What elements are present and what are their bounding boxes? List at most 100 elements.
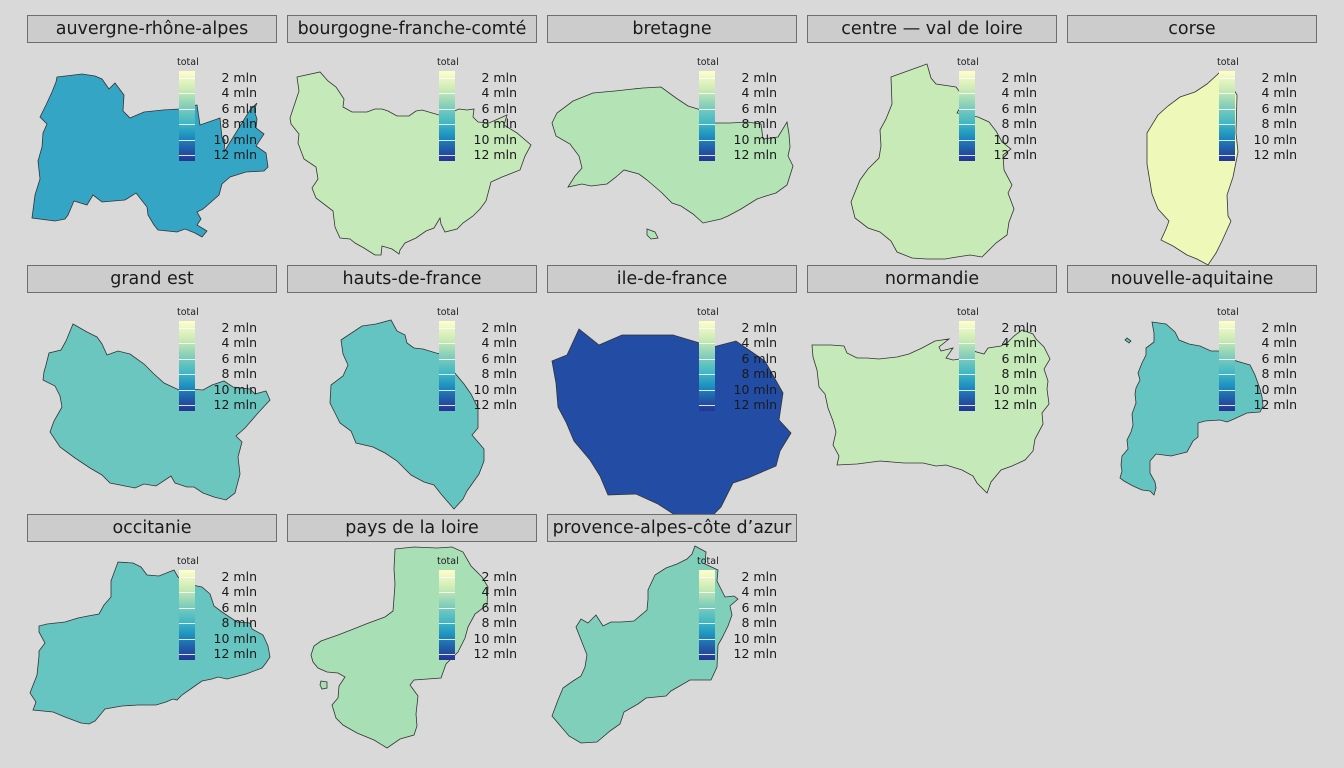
region-map: [1146, 72, 1239, 266]
legend-label: 2 mln: [481, 320, 518, 335]
region-map: [551, 86, 794, 240]
legend-tick: [959, 93, 975, 94]
legend-label: 2 mln: [221, 320, 258, 335]
legend-label: 12 mln: [993, 147, 1037, 162]
legend-label: 4 mln: [1261, 335, 1298, 350]
legend-tick: [439, 405, 455, 406]
legend-label: 12 mln: [473, 397, 517, 412]
legend-label: 2 mln: [481, 70, 518, 85]
legend-tick: [699, 390, 715, 391]
region-shape: [811, 329, 1051, 494]
legend-label: 8 mln: [741, 615, 778, 630]
legend-title: total: [437, 556, 459, 567]
legend-tick: [959, 109, 975, 110]
region-map: [42, 323, 271, 501]
legend-title: total: [177, 556, 199, 567]
legend-tick: [439, 639, 455, 640]
legend-tick: [439, 155, 455, 156]
legend-label: 4 mln: [481, 335, 518, 350]
legend-tick: [179, 577, 195, 578]
color-legend: total 2 mln 4 mln 6 mln 8 mln 10 mln 12 mln: [175, 57, 275, 167]
legend-tick: [439, 93, 455, 94]
legend-label: 8 mln: [1001, 366, 1038, 381]
legend-title: total: [1217, 57, 1239, 68]
legend-tick: [959, 328, 975, 329]
legend-label: 10 mln: [213, 132, 257, 147]
region-map: [289, 71, 532, 256]
legend-tick: [179, 93, 195, 94]
region-panel: nouvelle-aquitaine total 2 mln 4 mln 6 mln 8 …: [1067, 265, 1317, 515]
legend-tick: [1219, 343, 1235, 344]
facet-strip-label: bourgogne-franche-comté: [287, 15, 537, 43]
legend-label: 4 mln: [221, 85, 258, 100]
region-shape: [551, 86, 794, 224]
legend-label: 4 mln: [1001, 85, 1038, 100]
legend-tick: [1219, 109, 1235, 110]
legend-colorbar: [1219, 71, 1235, 161]
legend-label: 4 mln: [1001, 335, 1038, 350]
legend-tick: [179, 654, 195, 655]
legend-tick: [699, 592, 715, 593]
legend-title: total: [437, 57, 459, 68]
color-legend: total 2 mln 4 mln 6 mln 8 mln 10 mln 12 mln: [435, 57, 535, 167]
legend-tick: [1219, 78, 1235, 79]
legend-label: 12 mln: [1253, 397, 1297, 412]
legend-label: 10 mln: [473, 132, 517, 147]
facet-strip-label: bretagne: [547, 15, 797, 43]
legend-label: 2 mln: [481, 569, 518, 584]
region-panel: corse total 2 mln 4 mln 6 mln 8 mln 10 mln 12 m…: [1067, 15, 1317, 266]
legend-tick: [179, 328, 195, 329]
legend-tick: [959, 343, 975, 344]
legend-label: 10 mln: [993, 382, 1037, 397]
legend-label: 6 mln: [1261, 101, 1298, 116]
legend-label: 12 mln: [733, 646, 777, 661]
legend-colorbar: [1219, 321, 1235, 411]
legend-label: 10 mln: [1253, 382, 1297, 397]
legend-tick: [699, 623, 715, 624]
legend-label: 4 mln: [221, 335, 258, 350]
legend-label: 10 mln: [993, 132, 1037, 147]
legend-label: 8 mln: [221, 116, 258, 131]
legend-tick: [179, 405, 195, 406]
legend-tick: [439, 592, 455, 593]
color-legend: total 2 mln 4 mln 6 mln 8 mln 10 mln 12 mln: [695, 307, 795, 417]
legend-tick: [699, 654, 715, 655]
region-map: [29, 561, 271, 725]
region-panel: bourgogne-franche-comté total 2 mln 4 mln 6 …: [287, 15, 537, 265]
legend-tick: [959, 78, 975, 79]
legend-tick: [439, 654, 455, 655]
region-shape: [646, 228, 659, 240]
region-panel: bretagne total 2 mln 4 mln 6 mln 8 mln 10 mln 1…: [547, 15, 797, 265]
legend-tick: [699, 124, 715, 125]
legend-label: 6 mln: [741, 101, 778, 116]
legend-tick: [699, 93, 715, 94]
legend-label: 10 mln: [473, 631, 517, 646]
legend-tick: [959, 155, 975, 156]
facet-strip-label: normandie: [807, 265, 1057, 293]
legend-label: 6 mln: [741, 351, 778, 366]
facet-strip-label: provence-alpes-côte d’azur: [547, 514, 797, 542]
region-panel: auvergne-rhône-alpes total 2 mln 4 mln 6 mln…: [27, 15, 277, 265]
legend-tick: [179, 639, 195, 640]
legend-label: 6 mln: [1001, 101, 1038, 116]
legend-label: 4 mln: [1261, 85, 1298, 100]
legend-label: 2 mln: [1261, 70, 1298, 85]
legend-tick: [439, 109, 455, 110]
legend-label: 10 mln: [733, 132, 777, 147]
facet-strip-label: occitanie: [27, 514, 277, 542]
legend-label: 6 mln: [741, 600, 778, 615]
legend-label: 2 mln: [741, 70, 778, 85]
legend-label: 10 mln: [213, 382, 257, 397]
legend-tick: [699, 405, 715, 406]
legend-label: 2 mln: [221, 569, 258, 584]
legend-tick: [699, 374, 715, 375]
legend-label: 10 mln: [213, 631, 257, 646]
legend-tick: [1219, 140, 1235, 141]
legend-tick: [179, 374, 195, 375]
legend-title: total: [957, 57, 979, 68]
legend-tick: [179, 155, 195, 156]
legend-tick: [699, 639, 715, 640]
legend-label: 12 mln: [213, 397, 257, 412]
legend-label: 6 mln: [221, 101, 258, 116]
